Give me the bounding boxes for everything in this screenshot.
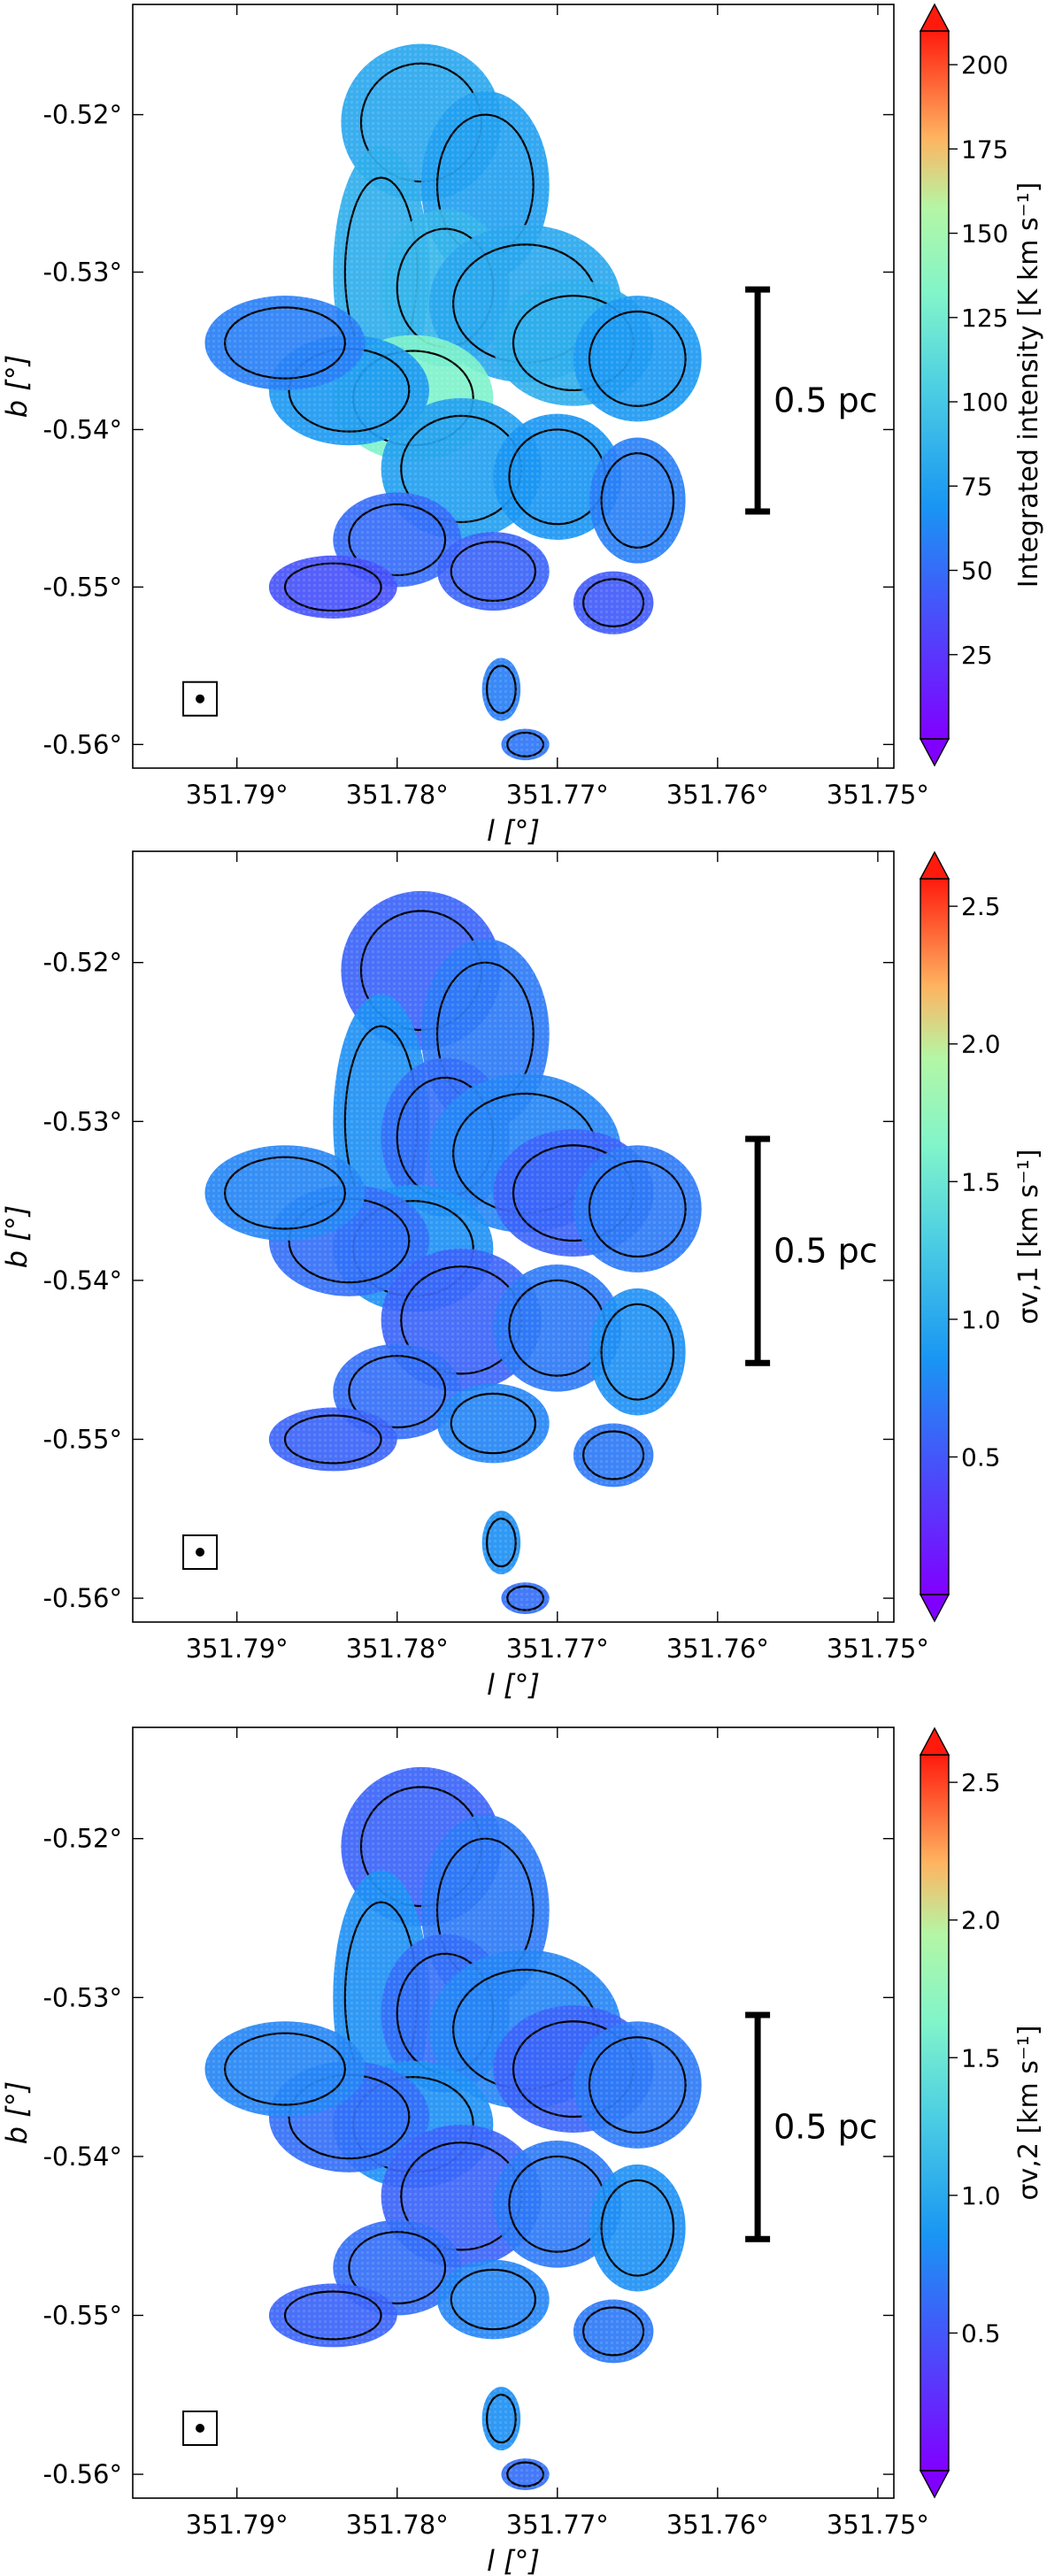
scale-bar: 0.5 pc — [745, 2011, 878, 2242]
colorbar-tick-label: 50 — [961, 557, 993, 586]
beam-marker — [182, 1534, 219, 1570]
colorbar-extend-max — [919, 3, 950, 32]
colorbar-tick-label: 1.5 — [961, 2043, 1001, 2072]
scale-bar-label: 0.5 pc — [773, 381, 878, 420]
colorbar: 0.5 1.0 1.5 2.0 2.5 σv,1 [km s⁻¹] — [919, 850, 1044, 1623]
x-tick-label: 351.79° — [186, 2510, 289, 2540]
axes-frame — [132, 4, 895, 769]
y-tick-label: -0.56° — [42, 729, 122, 759]
y-axis-label: b [°] — [0, 355, 34, 418]
y-tick-label: -0.52° — [42, 948, 122, 978]
colorbar-tick-label: 2.0 — [961, 1906, 1001, 1935]
x-tick-label: 351.78° — [346, 1634, 449, 1664]
colorbar-tick-label: 1.0 — [961, 1305, 1001, 1334]
y-tick-label: -0.53° — [42, 1106, 122, 1136]
x-axis-label: l [°] — [487, 1668, 540, 1702]
colorbar-tick-label: 1.0 — [961, 2181, 1001, 2211]
chart-panel-1: 351.79° 351.78° 351.77° 351.76° 351.75° -0.52… — [0, 3, 1044, 848]
x-tick-label: 351.77° — [506, 2510, 609, 2540]
x-axis-label: l [°] — [487, 2544, 540, 2576]
y-tick-label: -0.53° — [42, 1982, 122, 2012]
y-tick-label: -0.56° — [42, 2459, 122, 2489]
colorbar-tick-label: 150 — [961, 219, 1008, 249]
emission-map — [133, 1727, 894, 2498]
colorbar-label: σv,2 [km s⁻¹] — [1013, 2026, 1044, 2201]
y-tick-label: -0.54° — [42, 2142, 122, 2172]
x-tick-label: 351.78° — [346, 2510, 449, 2540]
x-tick-label: 351.77° — [506, 780, 609, 810]
y-axis-label: b [°] — [0, 2081, 34, 2144]
emission-map — [133, 4, 894, 768]
colorbar-gradient — [920, 878, 950, 1596]
y-axis-label: b [°] — [0, 1205, 34, 1268]
chart-panel-3: 351.79° 351.78° 351.77° 351.76° 351.75° -0.52… — [0, 1726, 1044, 2576]
colorbar: 0.5 1.0 1.5 2.0 2.5 σv,2 [km s⁻¹] — [919, 1726, 1044, 2499]
colorbar-tick-label: 75 — [961, 472, 993, 501]
x-tick-label: 351.76° — [666, 780, 769, 810]
y-tick-label: -0.54° — [42, 1265, 122, 1296]
colorbar-extend-min — [919, 738, 950, 767]
colorbar-tick-label: 175 — [961, 135, 1008, 164]
scale-bar-label: 0.5 pc — [773, 2108, 878, 2147]
x-tick-label: 351.76° — [666, 1634, 769, 1664]
colorbar-extend-min — [919, 1594, 950, 1623]
axes-frame — [132, 1726, 895, 2499]
colorbar-tick-label: 0.5 — [961, 2318, 1001, 2348]
x-tick-label: 351.79° — [186, 1634, 289, 1664]
x-tick-label: 351.75° — [827, 2510, 929, 2540]
y-tick-label: -0.56° — [42, 1583, 122, 1613]
y-tick-label: -0.52° — [42, 1824, 122, 1854]
y-tick-label: -0.53° — [42, 257, 122, 287]
colorbar-tick-label: 25 — [961, 641, 993, 670]
colorbar-tick-label: 2.5 — [961, 892, 1001, 921]
colorbar-tick-label: 125 — [961, 304, 1008, 333]
colorbar-tick-label: 2.0 — [961, 1030, 1001, 1059]
y-tick-label: -0.54° — [42, 414, 122, 444]
y-tick-label: -0.52° — [42, 100, 122, 130]
scale-bar: 0.5 pc — [745, 1135, 878, 1366]
y-tick-label: -0.55° — [42, 2300, 122, 2330]
colorbar-tick-label: 2.5 — [961, 1768, 1001, 1797]
y-tick-label: -0.55° — [42, 1424, 122, 1454]
colorbar-label: σv,1 [km s⁻¹] — [1013, 1150, 1044, 1325]
axes-frame — [132, 850, 895, 1623]
beam-marker — [182, 681, 219, 717]
x-tick-label: 351.75° — [827, 1634, 929, 1664]
colorbar-tick-label: 0.5 — [961, 1442, 1001, 1472]
beam-marker — [182, 2410, 219, 2446]
x-tick-label: 351.76° — [666, 2510, 769, 2540]
chart-panel-2: 351.79° 351.78° 351.77° 351.76° 351.75° -0.52… — [0, 850, 1044, 1702]
colorbar-tick-label: 100 — [961, 388, 1008, 417]
colorbar-label: Integrated intensity [K km s⁻¹] — [1013, 182, 1044, 588]
colorbar-extend-min — [919, 2470, 950, 2499]
colorbar-gradient — [920, 1754, 950, 2472]
colorbar-tick-label: 1.5 — [961, 1167, 1001, 1196]
colorbar-gradient — [920, 30, 950, 740]
x-axis-label: l [°] — [487, 814, 540, 848]
y-tick-label: -0.55° — [42, 572, 122, 602]
colorbar-extend-max — [919, 1726, 950, 1756]
x-tick-label: 351.75° — [827, 780, 929, 810]
colorbar-tick-label: 200 — [961, 50, 1008, 80]
colorbar-extend-max — [919, 850, 950, 880]
x-tick-label: 351.77° — [506, 1634, 609, 1664]
x-tick-label: 351.79° — [186, 780, 289, 810]
emission-map — [133, 851, 894, 1622]
scale-bar: 0.5 pc — [745, 286, 878, 515]
x-tick-label: 351.78° — [346, 780, 449, 810]
scale-bar-label: 0.5 pc — [773, 1232, 878, 1271]
colorbar: 25 50 75 100 125 150 175 200 Integrated intensit… — [919, 3, 1044, 767]
